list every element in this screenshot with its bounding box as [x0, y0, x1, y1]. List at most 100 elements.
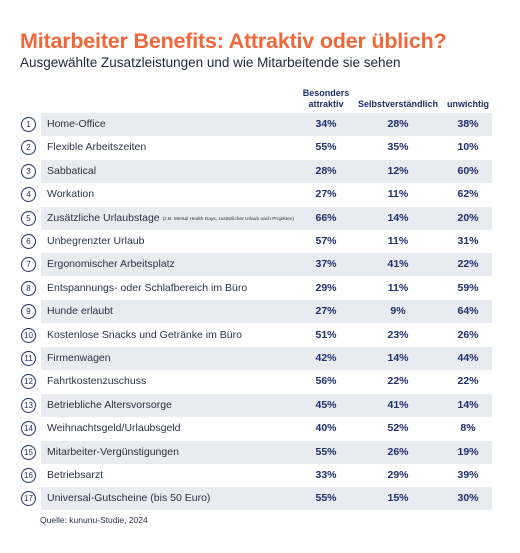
row-label-note: (z.B. Mental Health Days, zusätzlicher U…: [162, 216, 295, 222]
value-unwichtig: 22%: [457, 258, 479, 271]
value-selbstverstaendlich: 11%: [387, 235, 409, 247]
value-besonders-attraktiv: 37%: [315, 258, 337, 271]
row-band: [41, 253, 492, 277]
row-band: [41, 440, 492, 464]
row-label: Betriebsarzt: [47, 464, 103, 487]
column-header-line: unwichtig: [447, 99, 489, 109]
table-row: 2 Flexible Arbeitszeiten 55% 35% 10%: [0, 136, 520, 159]
row-number-badge: 17: [21, 491, 36, 507]
table-row: 17 Universal-Gutscheine (bis 50 Euro) 55% 1…: [0, 487, 520, 511]
column-header-selbstverstaendlich: Selbstverständlich: [358, 99, 438, 110]
value-selbstverstaendlich: 11%: [387, 188, 409, 201]
value-selbstverstaendlich: 35%: [387, 141, 409, 154]
table-row: 4 Workation 27% 11% 62%: [0, 183, 520, 206]
row-label: Workation: [47, 183, 94, 206]
value-unwichtig: 62%: [457, 188, 479, 201]
table-row: 8 Entspannungs- oder Schlafbereich im Bür…: [0, 277, 520, 300]
row-number-badge: 15: [21, 444, 36, 460]
row-number-badge: 8: [21, 280, 36, 296]
value-selbstverstaendlich: 41%: [387, 258, 409, 271]
value-unwichtig: 22%: [457, 375, 479, 388]
table-row: 13 Betriebliche Altersvorsorge 45% 41% 14%: [0, 393, 520, 417]
table-row: 15 Mitarbeiter-Vergünstigungen 55% 26% 19%: [0, 440, 520, 464]
row-label: Fahrtkostenzuschuss: [47, 370, 146, 393]
column-header-line: Selbstverständlich: [358, 99, 439, 109]
row-number-badge: 10: [21, 327, 36, 343]
table-row: 6 Unbegrenzter Urlaub 57% 11% 31%: [0, 230, 520, 253]
row-number-badge: 5: [21, 210, 36, 226]
row-label-text: Hunde erlaubt: [47, 305, 113, 318]
row-label-text: Betriebsarzt: [47, 469, 104, 481]
row-band: [41, 159, 492, 183]
row-label: Weihnachtsgeld/Urlaubsgeld: [47, 417, 180, 440]
row-label-text: Zusätzliche Urlaubstage: [47, 211, 160, 224]
value-selbstverstaendlich: 41%: [387, 398, 409, 411]
row-number-badge: 9: [21, 304, 36, 320]
value-unwichtig: 26%: [457, 328, 479, 341]
table-row: 14 Weihnachtsgeld/Urlaubsgeld 40% 52% 8%: [0, 417, 520, 440]
value-unwichtig: 39%: [457, 469, 479, 481]
row-band: [41, 487, 492, 511]
row-label-text: Firmenwagen: [47, 352, 111, 364]
value-unwichtig: 20%: [457, 211, 479, 224]
row-label: Entspannungs- oder Schlafbereich im Büro: [47, 277, 247, 300]
value-selbstverstaendlich: 28%: [387, 118, 409, 130]
value-besonders-attraktiv: 55%: [315, 141, 337, 154]
column-header-line: Besonders: [302, 88, 350, 98]
value-selbstverstaendlich: 14%: [387, 211, 409, 224]
row-number-badge: 1: [21, 117, 36, 132]
row-label-text: Universal-Gutscheine (bis 50 Euro): [47, 492, 211, 505]
row-number-badge: 7: [21, 257, 36, 273]
value-selbstverstaendlich: 9%: [390, 305, 406, 318]
row-label: Hunde erlaubt: [47, 300, 113, 323]
value-besonders-attraktiv: 27%: [315, 188, 337, 201]
row-label: Home-Office: [47, 113, 106, 136]
row-label: Betriebliche Altersvorsorge: [47, 394, 172, 417]
row-number-badge: 3: [21, 163, 36, 179]
row-number-badge: 12: [21, 374, 36, 390]
value-unwichtig: 8%: [460, 422, 476, 435]
row-label-text: Mitarbeiter-Vergünstigungen: [47, 445, 179, 458]
value-selbstverstaendlich: 29%: [387, 469, 409, 481]
row-label-text: Kostenlose Snacks und Getränke im Büro: [47, 328, 242, 341]
column-header-line: attraktiv: [308, 98, 344, 109]
value-selbstverstaendlich: 11%: [387, 281, 409, 294]
table-row: 9 Hunde erlaubt 27% 9% 64%: [0, 300, 520, 324]
value-selbstverstaendlich: 23%: [387, 328, 409, 341]
row-label: Unbegrenzter Urlaub: [47, 230, 144, 253]
row-band: [41, 393, 492, 417]
value-besonders-attraktiv: 45%: [315, 398, 337, 411]
row-label-text: Flexible Arbeitszeiten: [47, 141, 147, 154]
value-unwichtig: 10%: [457, 141, 479, 154]
row-number-badge: 14: [21, 421, 36, 437]
value-selbstverstaendlich: 52%: [387, 422, 409, 435]
row-band: [41, 300, 492, 324]
value-unwichtig: 31%: [457, 235, 479, 247]
source-note: Quelle: kununu-Studie, 2024: [40, 515, 148, 525]
row-label-text: Weihnachtsgeld/Urlaubsgeld: [47, 422, 181, 435]
table-row: 12 Fahrtkostenzuschuss 56% 22% 22%: [0, 370, 520, 393]
value-besonders-attraktiv: 34%: [315, 118, 337, 130]
row-band: [41, 347, 492, 370]
row-label-text: Home-Office: [47, 118, 106, 130]
table-row: 5 Zusätzliche Urlaubstage (z.B. Mental Hea…: [0, 206, 520, 230]
value-besonders-attraktiv: 55%: [315, 445, 337, 458]
value-besonders-attraktiv: 55%: [315, 492, 337, 505]
value-unwichtig: 59%: [457, 281, 479, 294]
chart-subtitle: Ausgewählte Zusatzleistungen und wie Mit…: [20, 55, 401, 70]
row-number-badge: 11: [21, 351, 36, 366]
value-selbstverstaendlich: 14%: [387, 352, 409, 364]
row-band: [41, 206, 492, 230]
table-row: 7 Ergonomischer Arbeitsplatz 37% 41% 22%: [0, 253, 520, 277]
value-besonders-attraktiv: 51%: [315, 328, 337, 341]
value-besonders-attraktiv: 66%: [315, 211, 337, 224]
row-band: [41, 113, 492, 136]
value-besonders-attraktiv: 33%: [315, 469, 337, 481]
row-number-badge: 13: [21, 397, 36, 413]
row-label-text: Workation: [47, 188, 95, 201]
value-unwichtig: 19%: [457, 445, 479, 458]
value-unwichtig: 30%: [457, 492, 479, 505]
table-row: 3 Sabbatical 28% 12% 60%: [0, 159, 520, 183]
table-row: 11 Firmenwagen 42% 14% 44%: [0, 347, 520, 370]
value-besonders-attraktiv: 28%: [315, 164, 337, 177]
